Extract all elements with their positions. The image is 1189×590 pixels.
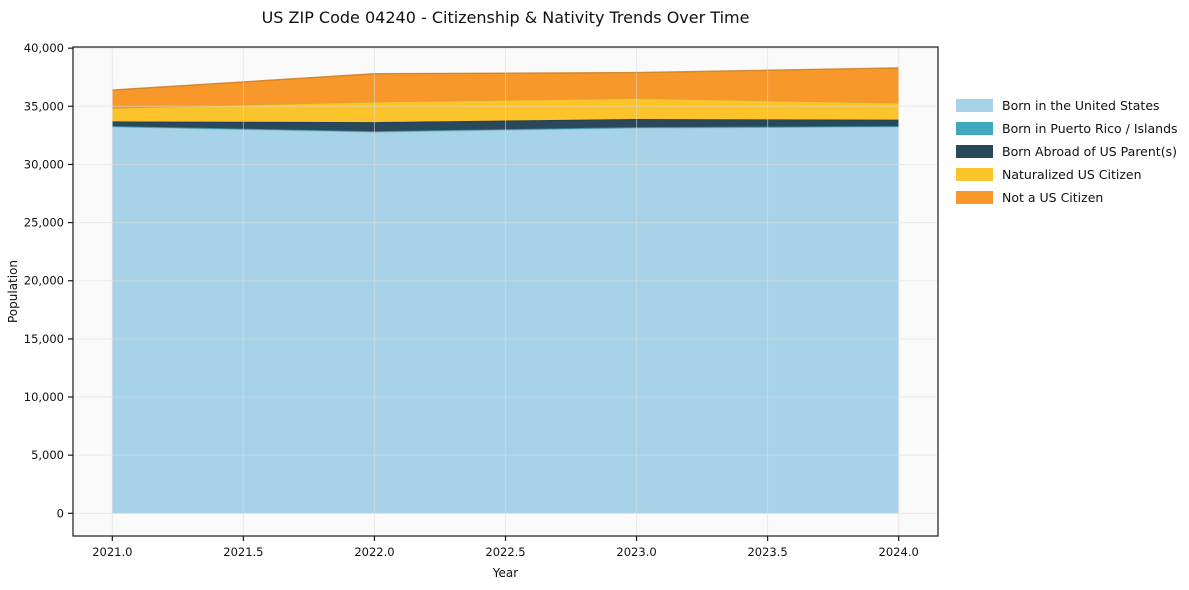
legend-swatch [956,145,993,158]
legend-label: Not a US Citizen [1002,190,1104,205]
legend-swatch [956,168,993,181]
legend-swatch [956,191,993,204]
y-tick-label: 35,000 [24,99,64,113]
y-tick-label: 15,000 [24,332,64,346]
x-tick-label: 2022.5 [485,545,525,559]
legend-item: Born in the United States [956,99,1178,112]
legend-item: Not a US Citizen [956,191,1178,204]
y-tick-label: 25,000 [24,216,64,230]
x-tick-label: 2021.0 [92,545,132,559]
x-tick-label: 2022.0 [354,545,394,559]
y-tick-label: 10,000 [24,390,64,404]
legend-label: Naturalized US Citizen [1002,167,1142,182]
legend-swatch [956,122,993,135]
x-tick-label: 2023.0 [616,545,656,559]
legend-label: Born Abroad of US Parent(s) [1002,144,1177,159]
legend-label: Born in the United States [1002,98,1160,113]
legend-item: Born in Puerto Rico / Islands [956,122,1178,135]
legend-swatch [956,99,993,112]
x-tick-label: 2024.0 [879,545,919,559]
legend-item: Born Abroad of US Parent(s) [956,145,1178,158]
y-tick-label: 0 [57,506,64,520]
y-tick-label: 5,000 [31,448,64,462]
y-tick-label: 20,000 [24,274,64,288]
chart-legend: Born in the United States Born in Puerto … [956,99,1178,204]
legend-item: Naturalized US Citizen [956,168,1178,181]
y-tick-label: 40,000 [24,41,64,55]
legend-label: Born in Puerto Rico / Islands [1002,121,1178,136]
x-tick-label: 2021.5 [223,545,263,559]
chart-title: US ZIP Code 04240 - Citizenship & Nativi… [261,8,750,27]
x-axis-label: Year [492,566,518,580]
x-tick-label: 2023.5 [747,545,787,559]
y-axis-label: Population [6,260,20,323]
y-tick-label: 30,000 [24,157,64,171]
